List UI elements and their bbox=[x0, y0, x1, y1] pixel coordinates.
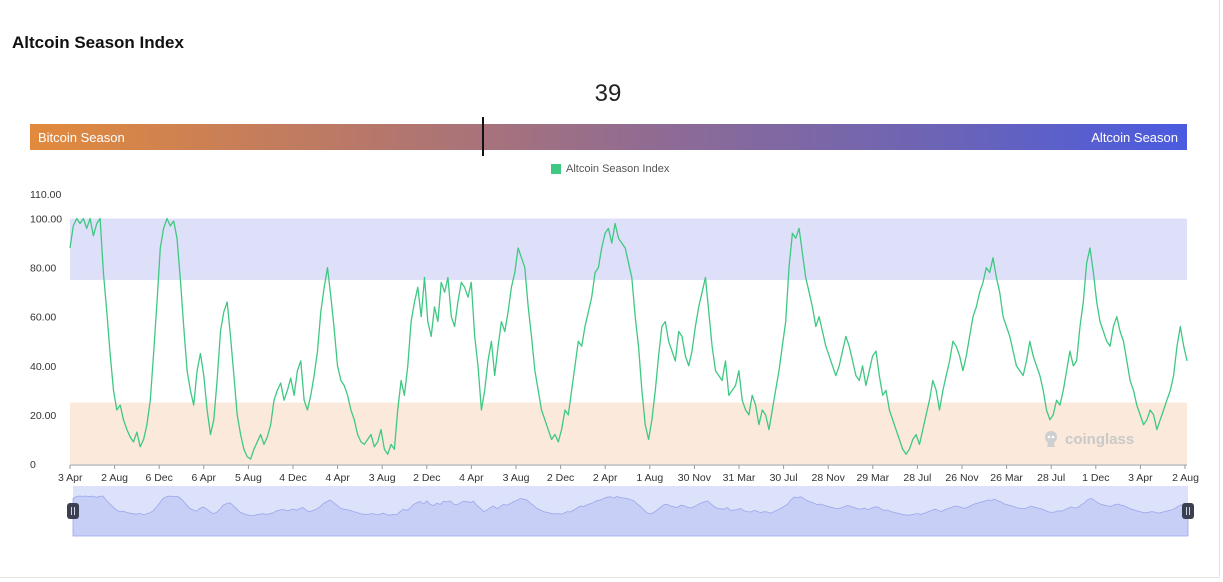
altcoin-season-band bbox=[70, 218, 1187, 280]
y-tick-label: 100.00 bbox=[30, 214, 62, 226]
x-tick-label: 31 Mar bbox=[723, 472, 756, 484]
x-tick-label: 6 Dec bbox=[145, 472, 172, 484]
x-tick-label: 3 Aug bbox=[503, 472, 530, 484]
x-tick-label: 2 Apr bbox=[593, 472, 618, 484]
navigator-left-handle[interactable] bbox=[67, 503, 79, 519]
index-value: 39 bbox=[594, 80, 622, 107]
x-tick-label: 1 Aug bbox=[636, 472, 663, 484]
x-tick-label: 28 Nov bbox=[812, 472, 846, 484]
bitcoin-season-band bbox=[70, 402, 1187, 464]
x-tick-label: 2 Aug bbox=[101, 472, 128, 484]
x-tick-label: 3 Aug bbox=[369, 472, 396, 484]
x-tick-label: 26 Mar bbox=[990, 472, 1023, 484]
bitcoin-season-label: Bitcoin Season bbox=[38, 130, 125, 145]
x-tick-label: 6 Apr bbox=[192, 472, 217, 484]
x-tick-label: 4 Apr bbox=[325, 472, 350, 484]
x-tick-label: 26 Nov bbox=[945, 472, 979, 484]
y-tick-label: 20.00 bbox=[30, 410, 56, 422]
x-tick-label: 1 Dec bbox=[1082, 472, 1109, 484]
season-gauge-bar: Bitcoin Season Altcoin Season bbox=[30, 124, 1187, 150]
gauge-marker bbox=[482, 117, 484, 156]
x-tick-label: 30 Nov bbox=[678, 472, 712, 484]
y-tick-label: 80.00 bbox=[30, 263, 56, 275]
altcoin-season-label: Altcoin Season bbox=[1091, 130, 1178, 145]
watermark-text: coinglass bbox=[1065, 430, 1135, 448]
x-tick-label: 2 Aug bbox=[1172, 472, 1199, 484]
y-tick-label: 60.00 bbox=[30, 312, 56, 324]
y-tick-label: 110.00 bbox=[30, 189, 61, 201]
x-tick-label: 3 Apr bbox=[58, 472, 83, 484]
x-tick-label: 28 Jul bbox=[1037, 472, 1065, 484]
page-title: Altcoin Season Index bbox=[12, 33, 184, 52]
y-tick-label: 0 bbox=[30, 459, 36, 471]
watermark: coinglass bbox=[1043, 430, 1134, 448]
x-tick-label: 28 Jul bbox=[903, 472, 931, 484]
x-tick-label: 2 Dec bbox=[547, 472, 574, 484]
legend-label: Altcoin Season Index bbox=[566, 163, 670, 175]
legend-swatch bbox=[551, 164, 561, 174]
x-tick-label: 4 Apr bbox=[459, 472, 484, 484]
x-tick-label: 4 Dec bbox=[279, 472, 306, 484]
x-tick-label: 5 Aug bbox=[235, 472, 262, 484]
chart-legend[interactable]: Altcoin Season Index bbox=[551, 163, 669, 175]
y-tick-label: 40.00 bbox=[30, 361, 56, 373]
coinglass-logo-icon bbox=[1045, 431, 1057, 447]
x-tick-label: 3 Apr bbox=[1128, 472, 1153, 484]
x-tick-label: 2 Dec bbox=[413, 472, 440, 484]
navigator-series-area bbox=[72, 495, 1189, 537]
x-tick-label: 30 Jul bbox=[770, 472, 798, 484]
series-line-altcoin-season-index[interactable] bbox=[69, 217, 1188, 460]
navigator-right-handle[interactable] bbox=[1182, 503, 1194, 519]
x-tick-label: 29 Mar bbox=[856, 472, 889, 484]
